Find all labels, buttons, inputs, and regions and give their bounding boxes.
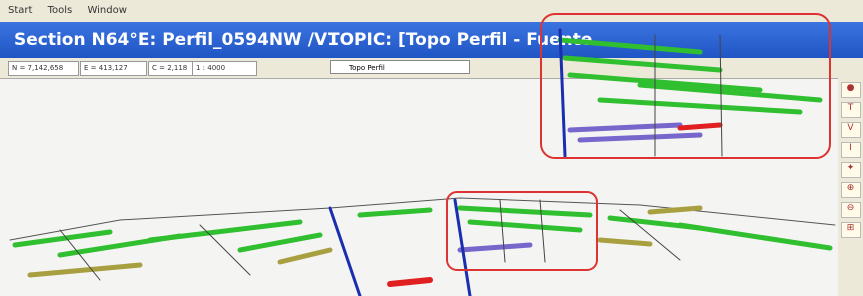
- red-stroke: [390, 280, 430, 284]
- red-stroke: [680, 125, 720, 128]
- topo-line: [10, 198, 835, 240]
- section-view: [0, 0, 863, 296]
- green-strokes: [15, 40, 830, 255]
- screen: Start Tools Window Section N64°E: Perfil…: [0, 0, 863, 296]
- section-drawing: [10, 14, 835, 296]
